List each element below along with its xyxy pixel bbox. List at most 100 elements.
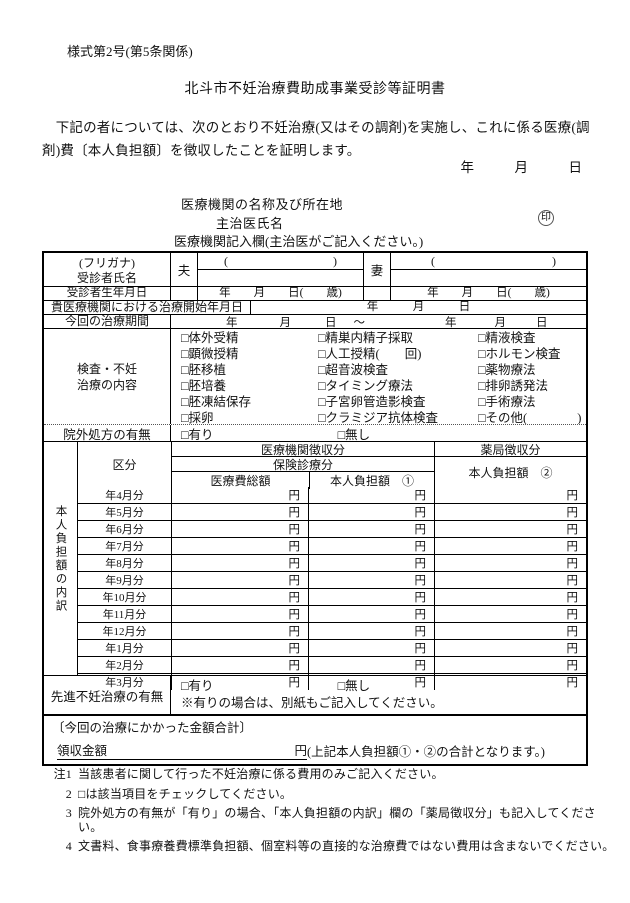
- insurance-treatment-header: 保険診療分: [172, 457, 434, 472]
- advanced-treatment-row: 先進不妊治療の有無 □有り □無し ※有りの場合は、別紙もご記入してください。: [44, 675, 586, 714]
- yen-cell: 円: [308, 589, 434, 605]
- receipt-amount-label: 領収金額: [57, 744, 108, 758]
- paren-close: ): [552, 253, 556, 268]
- intro-line-1: 下記の者については、次のとおり不妊治療(又はその調剤)を実施し、これに係る医療(…: [42, 120, 590, 135]
- yen-cell: 円: [171, 606, 308, 622]
- yen-cell: 円: [434, 674, 586, 690]
- checkbox-no[interactable]: □無し: [337, 427, 371, 442]
- month-label: 年7月分: [105, 541, 144, 553]
- fee-category-header: 区分: [112, 458, 137, 472]
- checkbox-item[interactable]: □その他( ): [478, 410, 582, 424]
- fee-month-row: 年5月分 円 円 円: [78, 503, 586, 520]
- checkbox-item[interactable]: □クラミジア抗体検査: [318, 410, 439, 424]
- checkbox-item[interactable]: □子宮卵管造影検査: [318, 394, 426, 409]
- issue-date-blank: 年 月 日: [460, 160, 583, 175]
- treatment-start-label: 貴医療機関における治療開始年月日: [50, 300, 243, 314]
- total-medical-cost-header: 医療費総額: [210, 474, 271, 488]
- period-day1: 日: [325, 316, 337, 329]
- fee-side-label-cell: 本人負担額の内訳: [44, 442, 77, 675]
- checkbox-no[interactable]: □無し: [337, 679, 371, 693]
- advanced-treatment-options: □有り □無し ※有りの場合は、別紙もご記入してください。: [170, 676, 586, 714]
- fee-month-rows: 年4月分 円 円 円 年5月分 円 円 円 年6月分 円 円: [78, 487, 586, 690]
- fee-month-row: 年7月分 円 円 円: [78, 537, 586, 554]
- footnote-text: 当該患者に関して行った不妊治療に係る費用のみご記入ください。: [78, 767, 444, 781]
- checkbox-yes[interactable]: □有り: [181, 427, 214, 442]
- advanced-treatment-label: 先進不妊治療の有無: [50, 689, 164, 704]
- checkbox-item[interactable]: □胚培養: [181, 378, 227, 393]
- footnote: 3 院外処方の有無が「有り」の場合、「本人負担額の内訳」欄の「薬局徴収分」も記入…: [42, 806, 617, 834]
- footnote-marker: 3: [65, 806, 72, 820]
- yen-cell: 円: [434, 572, 586, 588]
- checkbox-item[interactable]: □体外受精: [181, 331, 239, 345]
- yen-cell: 円: [434, 504, 586, 520]
- yen-cell: 円: [308, 657, 434, 673]
- fee-side-label: 本人負担額の内訳: [54, 504, 67, 613]
- advanced-treatment-note: ※有りの場合は、別紙もご記入してください。: [181, 696, 443, 710]
- fee-month-row: 年8月分 円 円 円: [78, 554, 586, 571]
- yen-cell: 円: [434, 555, 586, 571]
- checkbox-item[interactable]: □精巣内精子採取: [318, 331, 414, 345]
- husband-spacer-cell: [170, 287, 197, 300]
- yen-cell: 円: [434, 487, 586, 503]
- footnote-marker: 注1: [53, 767, 72, 781]
- checkbox-item[interactable]: □薬物療法: [478, 363, 536, 377]
- checkbox-item[interactable]: □手術療法: [478, 394, 536, 409]
- treatment-period-label: 今回の治療期間: [64, 314, 149, 328]
- yen-cell: 円: [171, 521, 308, 537]
- outpatient-prescription-row: 院外処方の有無 □有り □無し: [44, 424, 586, 442]
- month-label: 年2月分: [105, 660, 144, 672]
- checkbox-item[interactable]: □超音波検査: [318, 363, 389, 377]
- checkbox-item[interactable]: □採卵: [181, 410, 214, 424]
- paren-open: (: [224, 253, 228, 268]
- checkbox-item[interactable]: □排卵誘発法: [478, 378, 549, 393]
- period-day2: 日: [536, 316, 548, 329]
- treatment-content-label-line1: 検査・不妊: [76, 361, 137, 376]
- yen-cell: 円: [434, 538, 586, 554]
- outpatient-prescription-label: 院外処方の有無: [63, 427, 151, 442]
- checkbox-yes[interactable]: □有り: [181, 679, 214, 693]
- wife-birthdate-blank: 年 月 日( 歳): [390, 287, 586, 300]
- footnote-text: 文書料、食事療養費標準負担額、個室料等の直接的な治療費ではない費用は含まないでく…: [78, 839, 615, 853]
- footnote-marker: 4: [65, 839, 72, 853]
- treatment-content-label-line2: 治療の内容: [76, 377, 137, 392]
- fee-month-row: 年9月分 円 円 円: [78, 571, 586, 588]
- yen-cell: 円: [308, 623, 434, 639]
- yen-cell: 円: [308, 606, 434, 622]
- yen-cell: 円: [171, 640, 308, 656]
- yen-cell: 円: [308, 572, 434, 588]
- month-label: 年5月分: [105, 507, 144, 519]
- paren-open: (: [431, 253, 435, 268]
- month-label: 年11月分: [102, 609, 147, 621]
- checkbox-item[interactable]: □精液検査: [478, 331, 536, 345]
- main-form-table: (フリガナ) 受診者氏名 夫 ( ) 妻 ( ) 受診者生: [42, 251, 588, 766]
- name-label: 受診者氏名: [76, 270, 137, 285]
- checkbox-item[interactable]: □顕微授精: [181, 347, 239, 361]
- checkbox-item[interactable]: □人工授精( 回): [318, 347, 422, 361]
- period-month1: 月: [279, 316, 292, 329]
- fee-month-row: 年4月分 円 円 円: [78, 487, 586, 503]
- footnotes: 注1 当該患者に関して行った不妊治療に係る費用のみご記入ください。 2 □は該当…: [42, 767, 617, 860]
- fee-month-row: 年2月分 円 円 円: [78, 656, 586, 673]
- period-year1: 年: [226, 316, 238, 329]
- furigana-label: (フリガナ): [79, 255, 135, 270]
- personal-burden1-header: 本人負担額 ①: [309, 472, 434, 489]
- outpatient-prescription-options: □有り □無し: [170, 425, 586, 442]
- yen-cell: 円: [434, 640, 586, 656]
- month-label: 年1月分: [105, 643, 144, 655]
- period-month2: 月: [494, 316, 507, 329]
- footnote-text: 院外処方の有無が「有り」の場合、「本人負担額の内訳」欄の「薬局徴収分」も記入して…: [78, 806, 596, 834]
- medical-collection-block: 医療機関徴収分 保険診療分 医療費総額 本人負担額 ①: [171, 442, 434, 489]
- yen-cell: 円: [171, 674, 308, 690]
- checkbox-item[interactable]: □タイミング療法: [318, 378, 414, 393]
- yen-cell: 円: [308, 487, 434, 503]
- checkbox-item[interactable]: □ホルモン検査: [478, 347, 561, 361]
- period-year2: 年: [445, 316, 457, 329]
- receipt-amount-suffix: (上記本人負担額①・②の合計となります。): [307, 745, 545, 759]
- entry-field-note: 医療機関記入欄(主治医がご記入ください。): [174, 234, 424, 249]
- checkbox-item[interactable]: □胚移植: [181, 363, 227, 377]
- yen-cell: 円: [171, 487, 308, 503]
- checkbox-item[interactable]: □胚凍結保存: [181, 394, 252, 409]
- wife-name-blank: [391, 270, 586, 286]
- fee-month-row: 年11月分 円 円 円: [78, 605, 586, 622]
